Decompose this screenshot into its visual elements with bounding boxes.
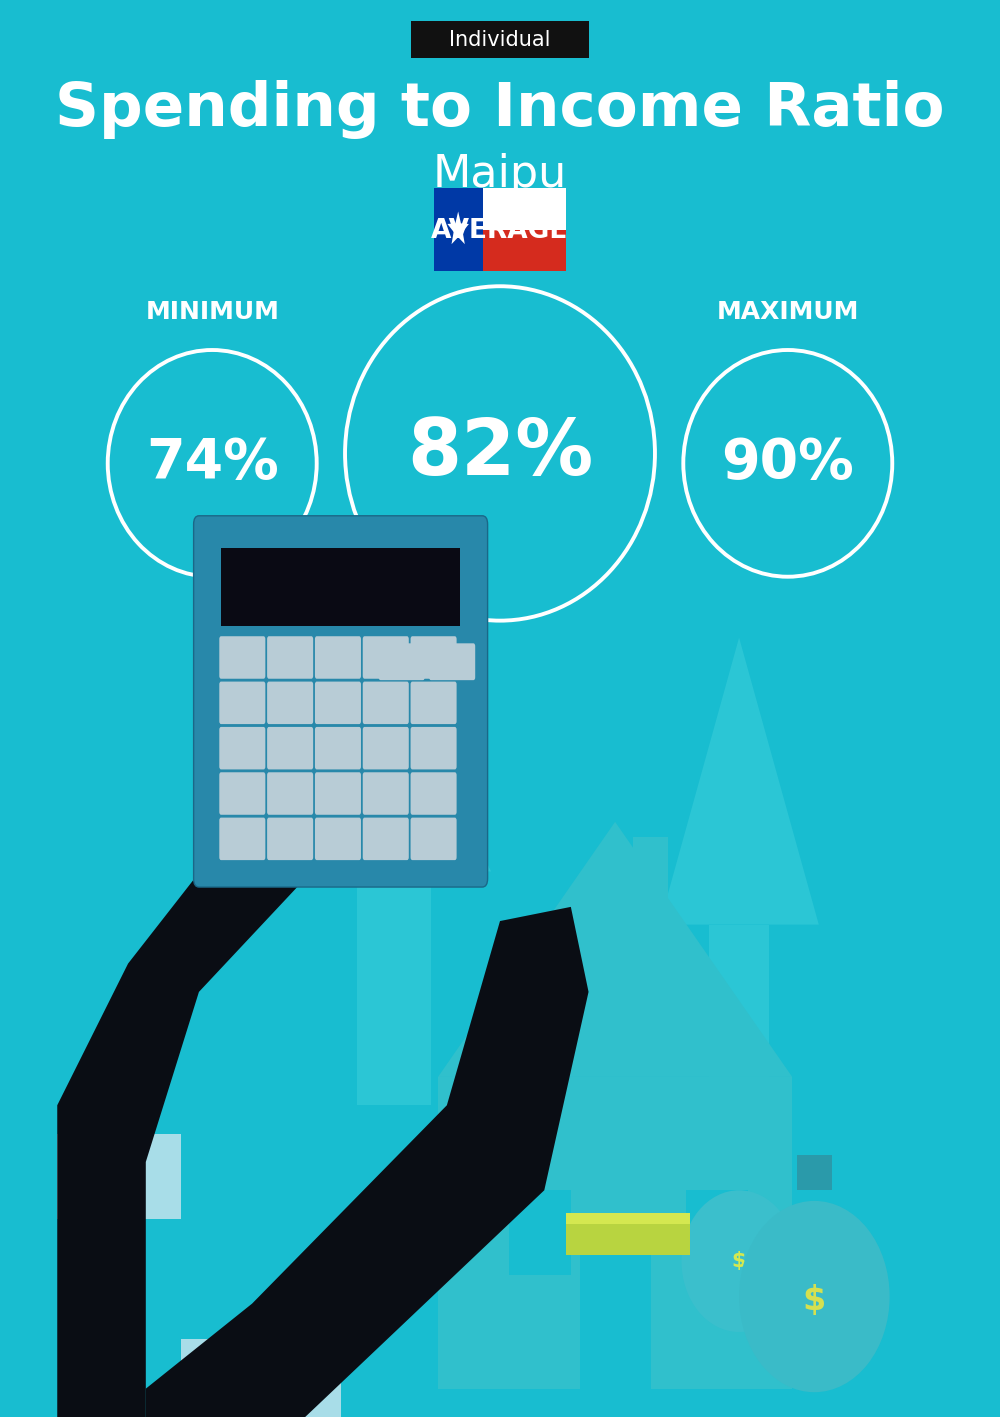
- Text: Spending to Income Ratio: Spending to Income Ratio: [55, 79, 945, 139]
- Ellipse shape: [739, 1202, 890, 1391]
- FancyBboxPatch shape: [797, 1155, 832, 1190]
- Text: $: $: [732, 1251, 746, 1271]
- FancyBboxPatch shape: [181, 1339, 341, 1417]
- FancyBboxPatch shape: [267, 727, 313, 769]
- FancyBboxPatch shape: [219, 636, 265, 679]
- FancyBboxPatch shape: [221, 548, 460, 626]
- FancyBboxPatch shape: [434, 188, 566, 230]
- FancyBboxPatch shape: [566, 1224, 690, 1244]
- FancyBboxPatch shape: [509, 1190, 571, 1275]
- FancyBboxPatch shape: [363, 727, 409, 769]
- FancyBboxPatch shape: [267, 636, 313, 679]
- FancyBboxPatch shape: [315, 636, 361, 679]
- FancyBboxPatch shape: [411, 727, 457, 769]
- FancyBboxPatch shape: [411, 21, 589, 58]
- FancyBboxPatch shape: [57, 1134, 181, 1219]
- Text: AVERAGE: AVERAGE: [431, 218, 569, 244]
- FancyBboxPatch shape: [194, 516, 488, 887]
- FancyBboxPatch shape: [357, 871, 431, 1105]
- FancyBboxPatch shape: [363, 818, 409, 860]
- Text: 82%: 82%: [407, 415, 593, 492]
- FancyBboxPatch shape: [709, 925, 769, 1275]
- FancyBboxPatch shape: [566, 1236, 690, 1255]
- Text: Maipu: Maipu: [433, 153, 567, 196]
- FancyBboxPatch shape: [633, 837, 668, 937]
- FancyBboxPatch shape: [219, 682, 265, 724]
- FancyBboxPatch shape: [379, 643, 425, 680]
- FancyBboxPatch shape: [315, 682, 361, 724]
- FancyBboxPatch shape: [315, 772, 361, 815]
- FancyBboxPatch shape: [411, 682, 457, 724]
- FancyBboxPatch shape: [411, 636, 457, 679]
- FancyBboxPatch shape: [411, 818, 457, 860]
- FancyBboxPatch shape: [566, 1213, 690, 1233]
- Text: 90%: 90%: [721, 436, 854, 490]
- FancyBboxPatch shape: [580, 1247, 651, 1389]
- FancyBboxPatch shape: [363, 772, 409, 815]
- Text: MINIMUM: MINIMUM: [145, 300, 279, 324]
- FancyBboxPatch shape: [411, 772, 457, 815]
- Text: $: $: [803, 1284, 826, 1318]
- FancyBboxPatch shape: [686, 1190, 748, 1275]
- Polygon shape: [659, 638, 819, 925]
- Polygon shape: [57, 680, 429, 1417]
- Text: 74%: 74%: [146, 436, 279, 490]
- FancyBboxPatch shape: [267, 818, 313, 860]
- Polygon shape: [146, 907, 589, 1417]
- FancyBboxPatch shape: [219, 727, 265, 769]
- Polygon shape: [447, 211, 469, 244]
- FancyBboxPatch shape: [434, 188, 483, 271]
- Text: Individual: Individual: [449, 30, 551, 50]
- FancyBboxPatch shape: [219, 772, 265, 815]
- Ellipse shape: [682, 1190, 797, 1332]
- FancyBboxPatch shape: [438, 1077, 792, 1389]
- FancyBboxPatch shape: [429, 643, 475, 680]
- Polygon shape: [296, 680, 491, 871]
- Polygon shape: [438, 822, 792, 1077]
- FancyBboxPatch shape: [434, 230, 566, 271]
- FancyBboxPatch shape: [315, 818, 361, 860]
- FancyBboxPatch shape: [219, 818, 265, 860]
- FancyBboxPatch shape: [315, 727, 361, 769]
- FancyBboxPatch shape: [267, 772, 313, 815]
- FancyBboxPatch shape: [363, 636, 409, 679]
- FancyBboxPatch shape: [363, 682, 409, 724]
- Text: MAXIMUM: MAXIMUM: [717, 300, 859, 324]
- FancyBboxPatch shape: [267, 682, 313, 724]
